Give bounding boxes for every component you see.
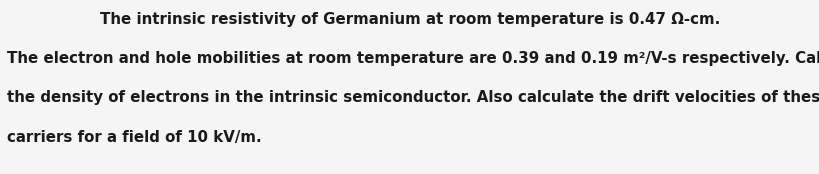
Text: the density of electrons in the intrinsic semiconductor. Also calculate the drif: the density of electrons in the intrinsi… <box>7 90 819 105</box>
Text: The electron and hole mobilities at room temperature are 0.39 and 0.19 m²/V-s re: The electron and hole mobilities at room… <box>7 51 819 66</box>
Text: The intrinsic resistivity of Germanium at room temperature is 0.47 Ω-cm.: The intrinsic resistivity of Germanium a… <box>100 12 719 27</box>
Text: carriers for a field of 10 kV/m.: carriers for a field of 10 kV/m. <box>7 130 261 145</box>
